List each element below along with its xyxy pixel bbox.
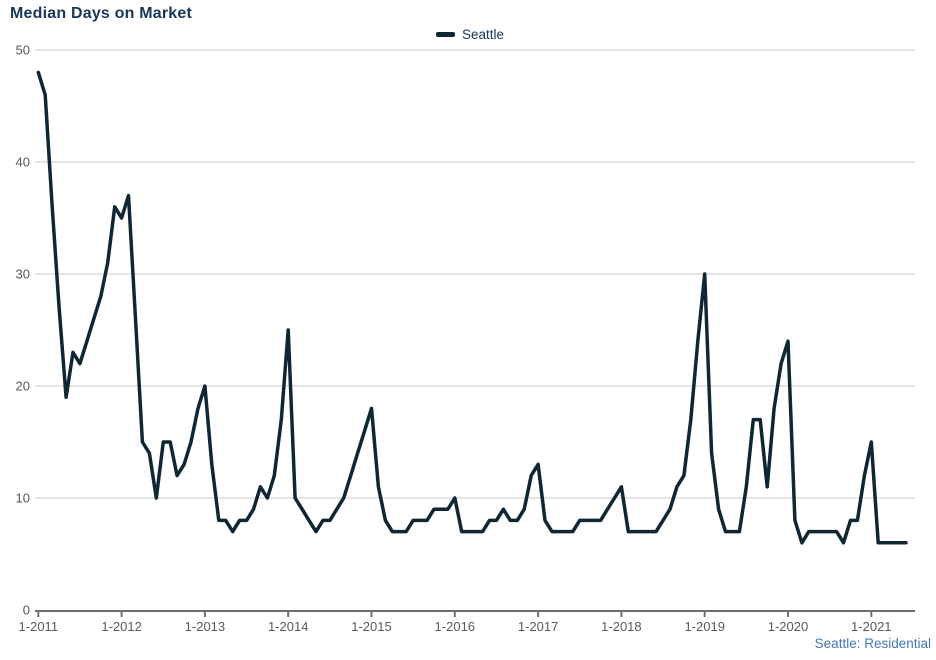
legend-item-seattle: Seattle xyxy=(462,27,505,42)
x-tick-label: 1-2015 xyxy=(351,619,391,634)
x-tick-label: 1-2019 xyxy=(684,619,724,634)
x-tick-label: 1-2020 xyxy=(768,619,808,634)
x-tick-label: 1-2013 xyxy=(185,619,225,634)
y-tick-label: 30 xyxy=(16,267,30,282)
x-tick-label: 1-2018 xyxy=(601,619,641,634)
page-title: Median Days on Market xyxy=(10,5,193,22)
seattle-series-swatch-icon xyxy=(436,32,455,37)
y-tick-label: 0 xyxy=(23,603,30,618)
y-tick-label: 40 xyxy=(16,155,30,170)
x-tick-label: 1-2017 xyxy=(518,619,558,634)
y-tick-label: 20 xyxy=(16,379,30,394)
x-tick-label: 1-2016 xyxy=(435,619,475,634)
x-tick-label: 1-2021 xyxy=(851,619,891,634)
seattle-residential-link[interactable]: Seattle: Residential xyxy=(814,636,931,651)
x-tick-label: 1-2011 xyxy=(19,619,59,634)
x-tick-label: 1-2012 xyxy=(101,619,141,634)
legend: Seattle xyxy=(436,27,504,42)
y-tick-label: 50 xyxy=(16,43,30,58)
x-tick-label: 1-2014 xyxy=(268,619,308,634)
y-tick-label: 10 xyxy=(16,491,30,506)
seattle-series-line xyxy=(36,70,908,545)
